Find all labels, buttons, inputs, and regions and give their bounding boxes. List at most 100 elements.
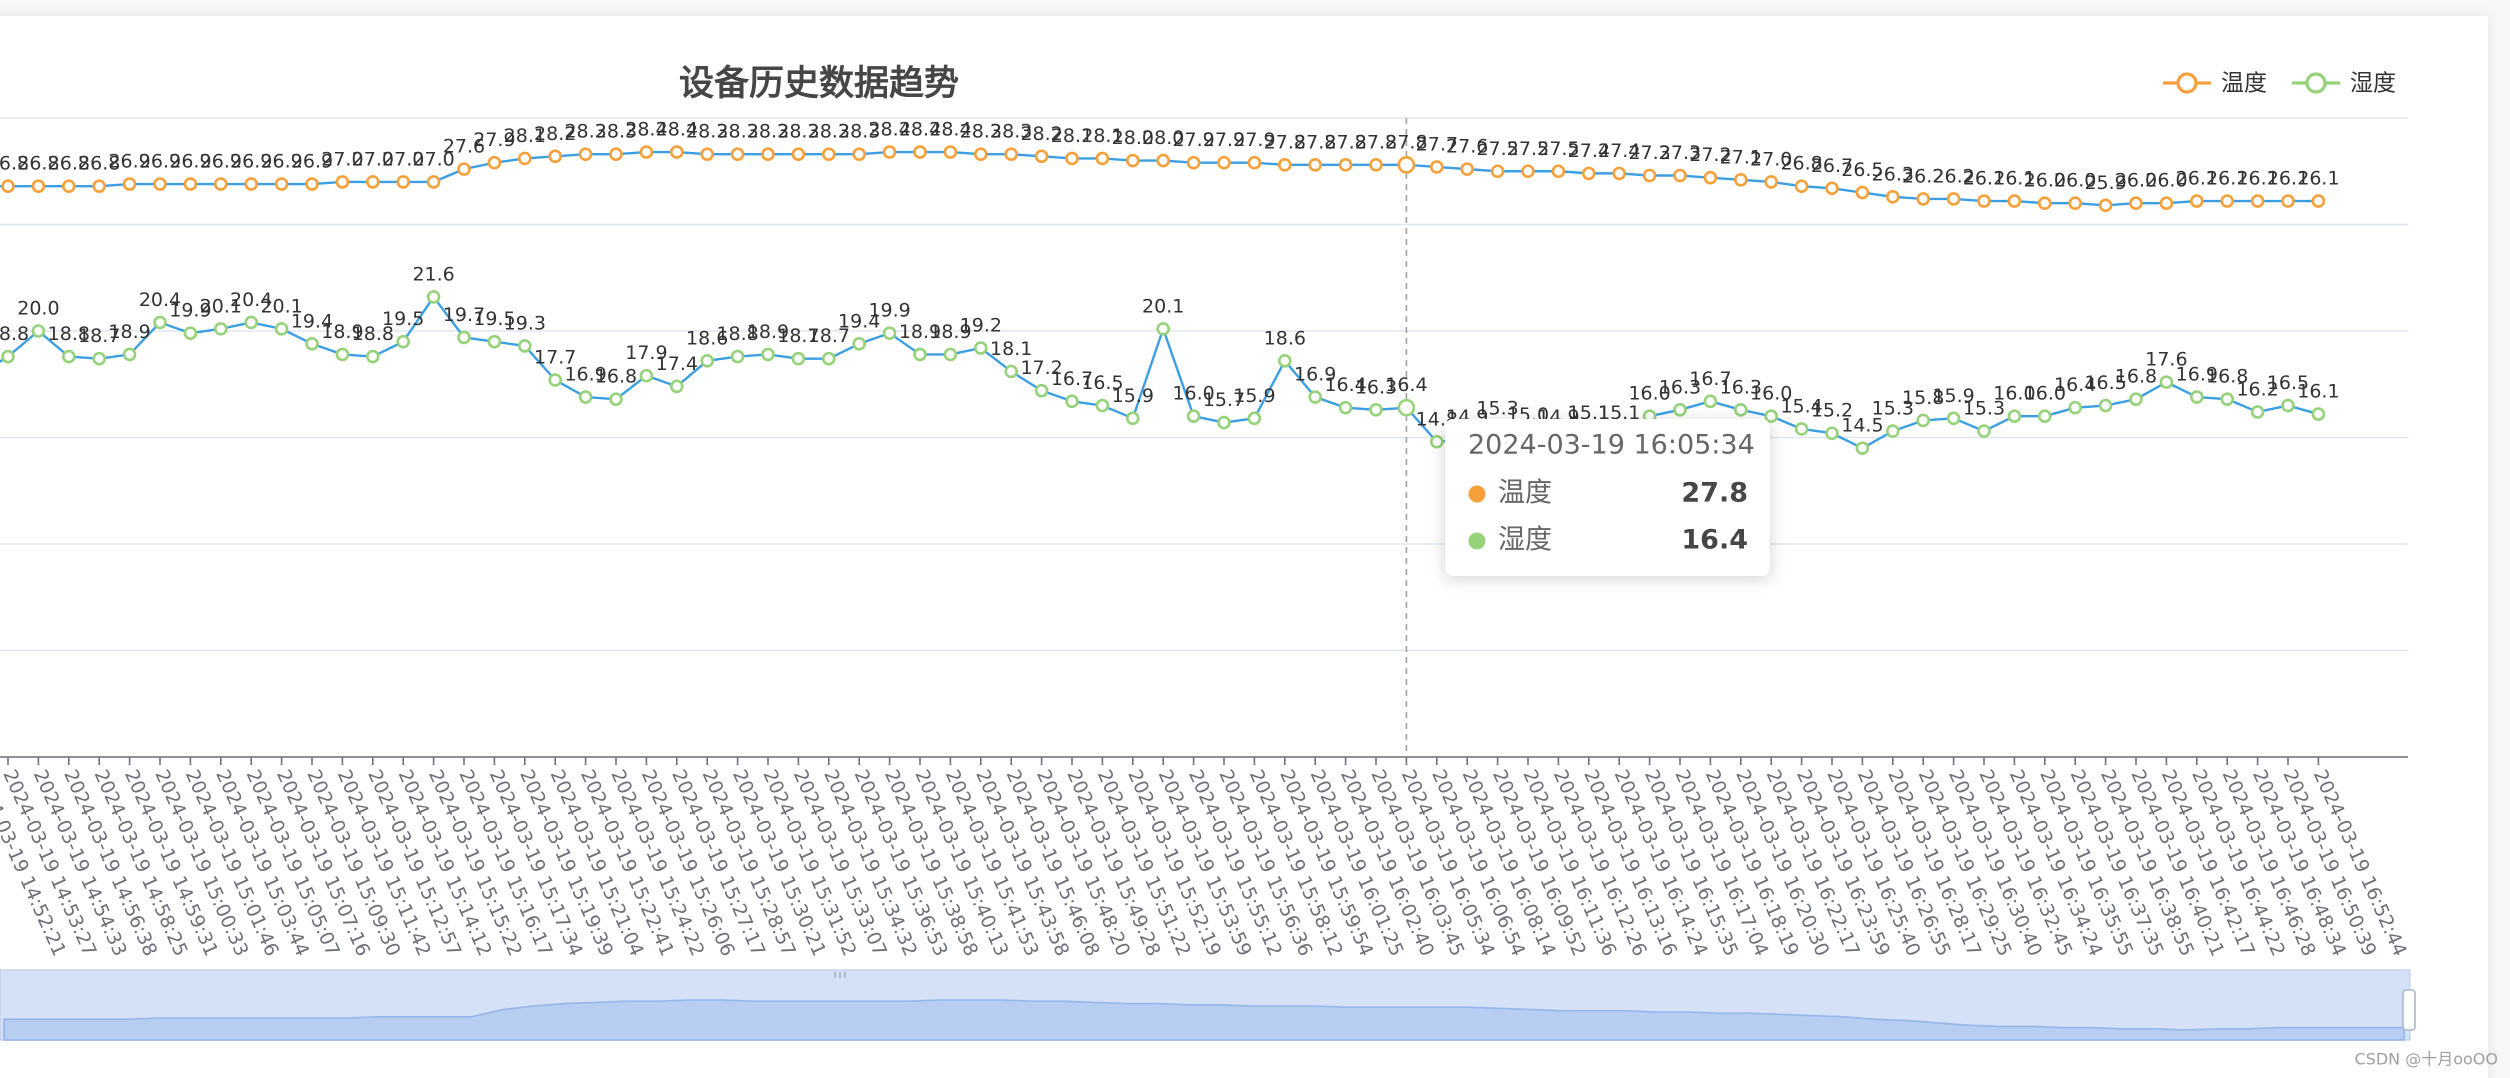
data-label: 26.9 xyxy=(108,151,150,173)
data-label: 26.9 xyxy=(291,151,333,173)
data-point xyxy=(1612,166,1626,181)
tooltip-title: 2024-03-19 16:05:34 xyxy=(1468,430,1755,461)
data-point xyxy=(1126,153,1140,168)
data-label: 26.1 xyxy=(2297,168,2339,190)
data-point xyxy=(517,151,532,166)
data-label: 16.0 xyxy=(1993,383,2035,405)
data-label: 20.4 xyxy=(139,289,181,311)
data-label: 26.8 xyxy=(78,153,120,175)
data-label: 27.7 xyxy=(1416,133,1458,155)
data-label: 19.9 xyxy=(169,300,211,322)
data-point xyxy=(1916,192,1930,206)
data-label: 27.0 xyxy=(352,148,394,170)
tooltip-value: 27.8 xyxy=(1681,478,1748,509)
data-label: 26.0 xyxy=(2145,170,2187,192)
data-point xyxy=(852,336,867,351)
data-label: 15.9 xyxy=(1932,385,1974,407)
data-label: 27.8 xyxy=(1355,131,1397,153)
data-label: 28.4 xyxy=(929,119,971,141)
data-label: 19.2 xyxy=(960,315,1002,337)
data-point xyxy=(1397,398,1416,417)
data-point xyxy=(1430,434,1444,449)
data-label: 17.7 xyxy=(534,346,576,368)
data-point xyxy=(1004,364,1019,379)
data-label: 27.9 xyxy=(1172,129,1214,151)
data-label: 28.3 xyxy=(595,121,637,143)
data-point xyxy=(1369,403,1383,417)
data-label: 18.8 xyxy=(0,323,29,345)
data-label: 16.7 xyxy=(1051,368,1093,390)
data-point xyxy=(62,349,76,364)
data-label: 26.9 xyxy=(139,151,181,173)
data-point xyxy=(913,347,927,362)
data-label: 28.3 xyxy=(716,121,758,143)
data-label: 19.5 xyxy=(473,308,515,330)
data-point xyxy=(31,324,46,338)
data-label: 15.3 xyxy=(1872,398,1914,420)
chart-title: 设备历史数据趋势 xyxy=(679,64,959,104)
data-point xyxy=(1247,411,1262,426)
data-point xyxy=(1977,424,1991,438)
data-label: 27.2 xyxy=(1689,144,1731,166)
data-point xyxy=(1369,158,1383,172)
data-label: 18.9 xyxy=(929,321,971,343)
data-label: 26.8 xyxy=(17,153,59,175)
data-point xyxy=(1095,151,1110,166)
data-label: 26.1 xyxy=(2236,168,2278,190)
data-label: 16.3 xyxy=(1720,376,1762,398)
data-label: 18.1 xyxy=(990,338,1032,360)
data-label: 26.9 xyxy=(200,151,242,173)
data-point xyxy=(2190,390,2204,404)
data-point xyxy=(2038,409,2052,424)
data-label: 18.9 xyxy=(747,321,789,343)
data-label: 26.5 xyxy=(1841,159,1883,181)
data-point xyxy=(2007,194,2022,208)
tooltip-marker xyxy=(1468,485,1486,503)
data-label: 15.1 xyxy=(1598,402,1640,424)
data-label: 18.8 xyxy=(48,323,90,345)
data-point xyxy=(1582,166,1596,181)
data-point xyxy=(396,334,411,349)
data-label: 28.4 xyxy=(625,119,667,141)
data-label: 27.6 xyxy=(1446,136,1488,158)
data-label: 15.3 xyxy=(1476,398,1518,420)
data-label: 20.1 xyxy=(200,295,242,317)
data-point xyxy=(1734,403,1748,417)
data-label: 27.0 xyxy=(382,148,424,170)
data-point xyxy=(214,322,228,336)
data-point xyxy=(2190,194,2204,208)
data-point xyxy=(2159,196,2174,210)
data-label: 15.9 xyxy=(1233,385,1275,407)
data-point xyxy=(1156,322,1170,336)
data-point xyxy=(122,347,137,362)
data-label: 27.8 xyxy=(1264,131,1306,153)
data-label: 15.1 xyxy=(1568,402,1610,424)
data-point xyxy=(973,341,988,355)
data-label: 19.7 xyxy=(443,304,485,326)
data-label: 27.0 xyxy=(321,148,363,170)
data-label: 16.5 xyxy=(1081,372,1123,394)
data-label: 26.1 xyxy=(1993,168,2035,190)
data-point xyxy=(913,145,927,159)
data-point xyxy=(1946,192,1961,206)
data-label: 16.9 xyxy=(2176,364,2218,386)
data-point xyxy=(122,177,137,191)
data-point xyxy=(1916,413,1930,428)
data-point xyxy=(365,175,380,189)
data-label: 16.4 xyxy=(2054,374,2096,396)
data-label: 28.2 xyxy=(1020,123,1062,145)
data-point xyxy=(730,349,745,364)
zoom-selection xyxy=(0,970,2410,1040)
data-point xyxy=(1065,394,1079,409)
data-label: 20.4 xyxy=(230,289,272,311)
data-point xyxy=(1186,155,1201,170)
data-label: 16.9 xyxy=(564,364,606,386)
data-point xyxy=(639,368,654,383)
data-label: 16.3 xyxy=(1355,376,1397,398)
data-label: 18.7 xyxy=(78,325,120,347)
data-point xyxy=(183,326,198,340)
data-label: 16.8 xyxy=(2115,366,2157,388)
data-label: 28.4 xyxy=(656,119,698,141)
data-point xyxy=(821,147,836,162)
data-point xyxy=(1338,158,1353,172)
